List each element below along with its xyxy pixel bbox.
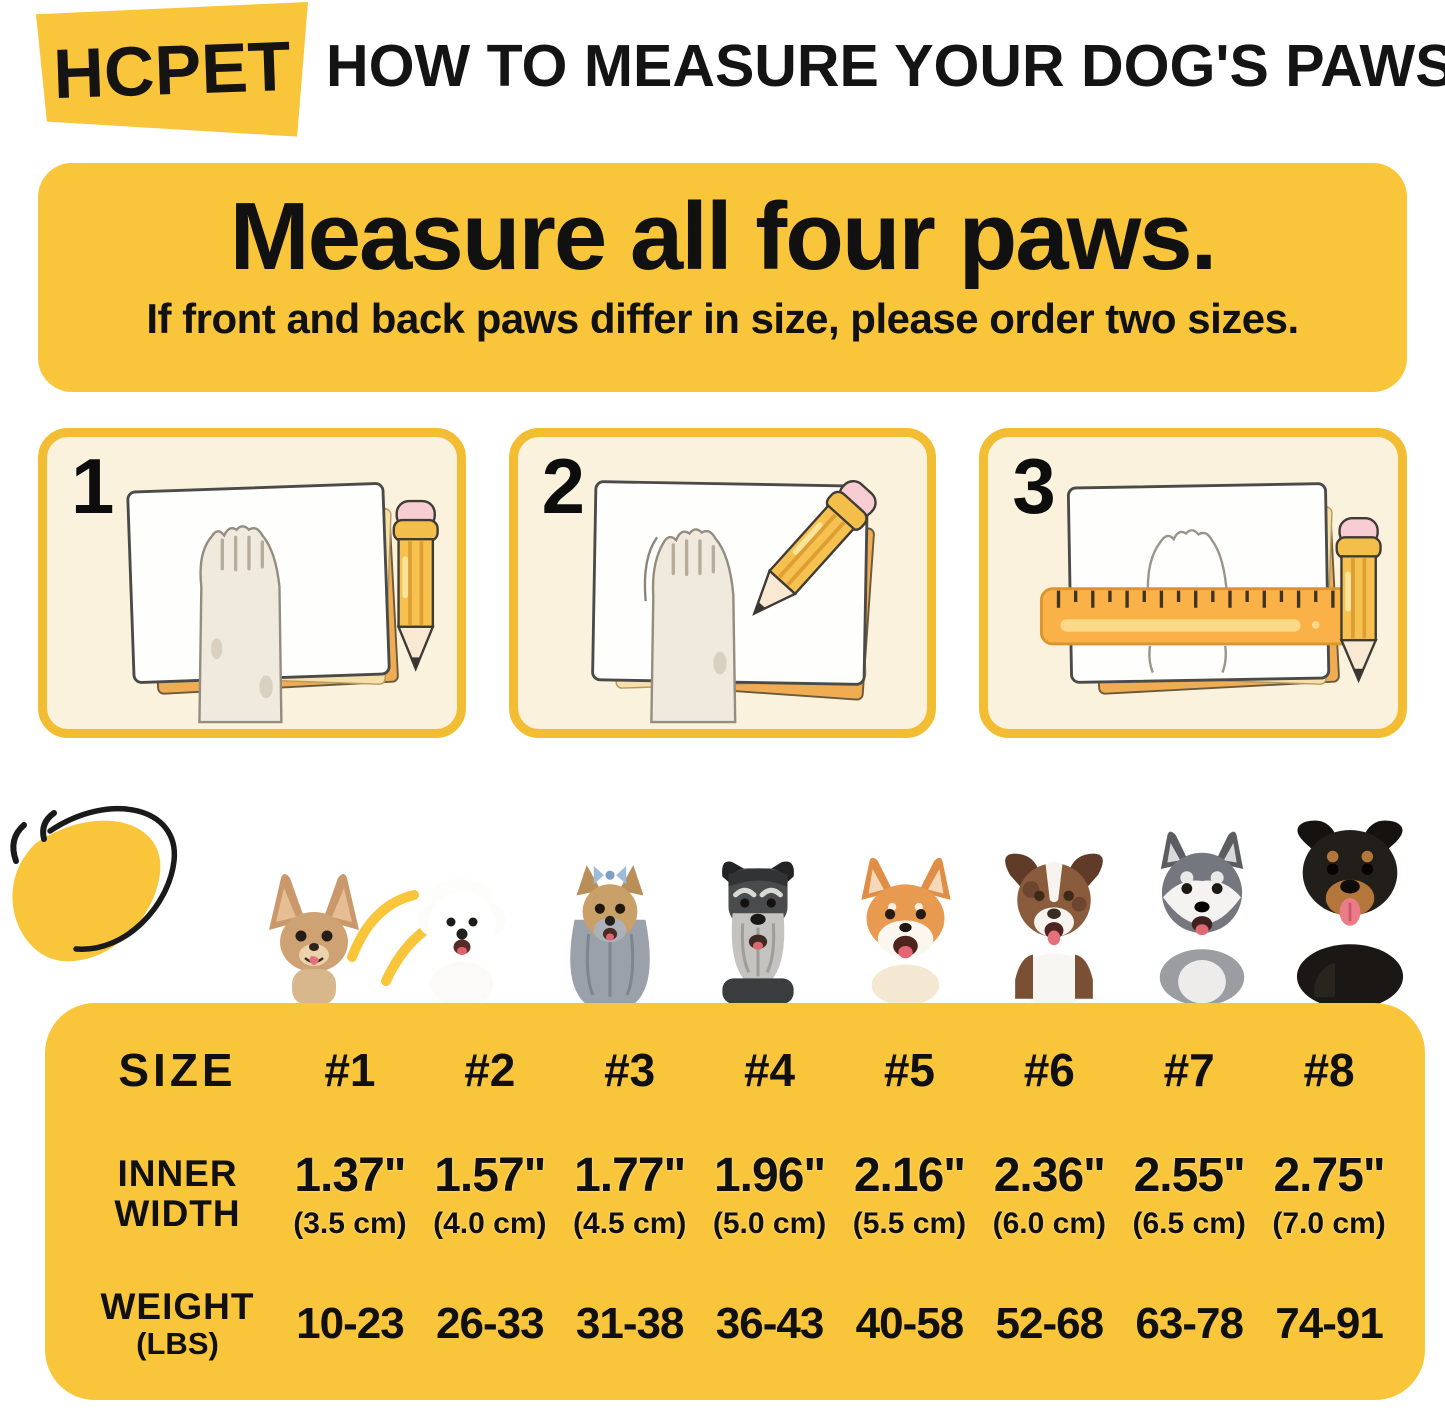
row-label-inner-width: INNER WIDTH [114, 1153, 241, 1235]
step-number: 3 [1012, 442, 1056, 530]
inner-width-value: 1.57" (4.0 cm) [433, 1148, 547, 1240]
step-card-3: 3 [979, 428, 1408, 738]
inner-width-value: 2.36" (6.0 cm) [992, 1148, 1106, 1240]
step-number: 1 [71, 442, 115, 530]
dog-photo-alaskan-malamute [1159, 831, 1245, 1005]
weight-value: 31-38 [575, 1298, 685, 1348]
inner-width-value: 2.75" (7.0 cm) [1272, 1148, 1386, 1240]
weight-value: 74-91 [1275, 1298, 1384, 1348]
ruler-icon [1040, 587, 1362, 646]
inner-width-value: 1.77" (4.5 cm) [572, 1148, 687, 1240]
row-label-size: SIZE [118, 1044, 237, 1097]
weight-value: 26-33 [436, 1298, 545, 1348]
swoosh-decoration [10, 805, 467, 986]
weight-value: 63-78 [1135, 1298, 1244, 1348]
inner-width-value: 2.55" (6.5 cm) [1132, 1148, 1246, 1240]
dog-photo-chihuahua [269, 874, 359, 1005]
pencil-tracing-paw-illustration [590, 480, 877, 724]
logo-yellow-shape [36, 2, 308, 137]
ruler-measuring-illustration [1040, 482, 1383, 695]
step-number: 2 [541, 442, 586, 530]
size-value: #7 [1163, 1044, 1215, 1097]
dog-photo-rottweiler [1296, 820, 1404, 1005]
size-chart-panel: SIZE #1 #2 #3 #4 #5 #6 #7 #8 INNER WIDTH… [45, 1003, 1425, 1400]
dog-photo-australian-shepherd [1005, 853, 1103, 1005]
step-card-1: 1 [38, 428, 466, 738]
dog-photo-bichon-frise [418, 876, 506, 1005]
brand-logo: HCPET [36, 2, 308, 138]
step-card-2: 2 [508, 428, 937, 738]
banner-heading: Measure all four paws. [229, 183, 1218, 290]
weight-value: 10-23 [296, 1298, 405, 1348]
dog-photo-shiba-inu [861, 857, 951, 1005]
weight-value: 36-43 [715, 1298, 825, 1348]
size-chart-table: SIZE #1 #2 #3 #4 #5 #6 #7 #8 INNER WIDTH… [45, 1003, 1425, 1400]
pencil-icon [751, 480, 877, 616]
measure-banner: Measure all four paws. If front and back… [38, 163, 1407, 392]
inner-width-value: 2.16" (5.5 cm) [852, 1148, 967, 1240]
size-value: #1 [324, 1044, 376, 1097]
pencil-icon [1335, 517, 1383, 684]
size-value: #3 [604, 1044, 656, 1097]
inner-width-value: 1.96" (5.0 cm) [712, 1148, 827, 1240]
size-value: #4 [743, 1044, 796, 1097]
size-value: #8 [1303, 1044, 1355, 1097]
page-title: HOW TO MEASURE YOUR DOG'S PAWS [326, 33, 1445, 99]
steps-row: 1 2 [38, 428, 1408, 738]
size-value: #5 [883, 1044, 936, 1097]
size-value: #6 [1023, 1044, 1075, 1097]
row-label-weight: WEIGHT (LBS) [100, 1285, 255, 1361]
banner-subheading: If front and back paws differ in size, p… [146, 295, 1299, 342]
dog-photo-miniature-schnauzer [722, 861, 794, 1004]
weight-value: 40-58 [855, 1298, 965, 1348]
logo-text: HCPET [52, 26, 292, 114]
inner-width-value: 1.37" (3.5 cm) [293, 1148, 407, 1240]
weight-value: 52-68 [995, 1298, 1105, 1348]
size-value: #2 [464, 1044, 516, 1097]
dog-photo-yorkshire-terrier [570, 865, 650, 1003]
pencil-icon [392, 499, 439, 672]
paw-on-paper-illustration [126, 482, 439, 724]
